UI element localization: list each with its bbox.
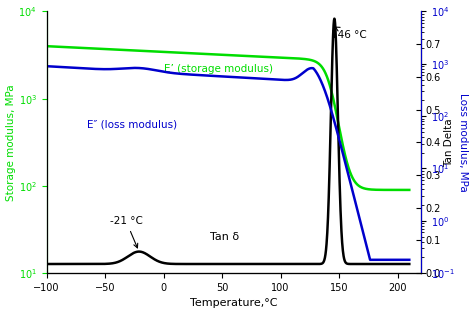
Text: -21 °C: -21 °C [109,216,143,248]
Y-axis label: Loss modulus, MPa: Loss modulus, MPa [458,93,468,192]
Text: E″ (loss modulus): E″ (loss modulus) [88,120,178,130]
X-axis label: Temperature,°C: Temperature,°C [190,298,277,308]
Text: 146 °C: 146 °C [331,27,367,40]
Y-axis label: Tan Delta: Tan Delta [444,118,454,167]
Text: E’ (storage modulus): E’ (storage modulus) [164,64,273,74]
Y-axis label: Storage modulus, MPa: Storage modulus, MPa [6,84,16,201]
Text: Tan δ: Tan δ [210,232,239,242]
